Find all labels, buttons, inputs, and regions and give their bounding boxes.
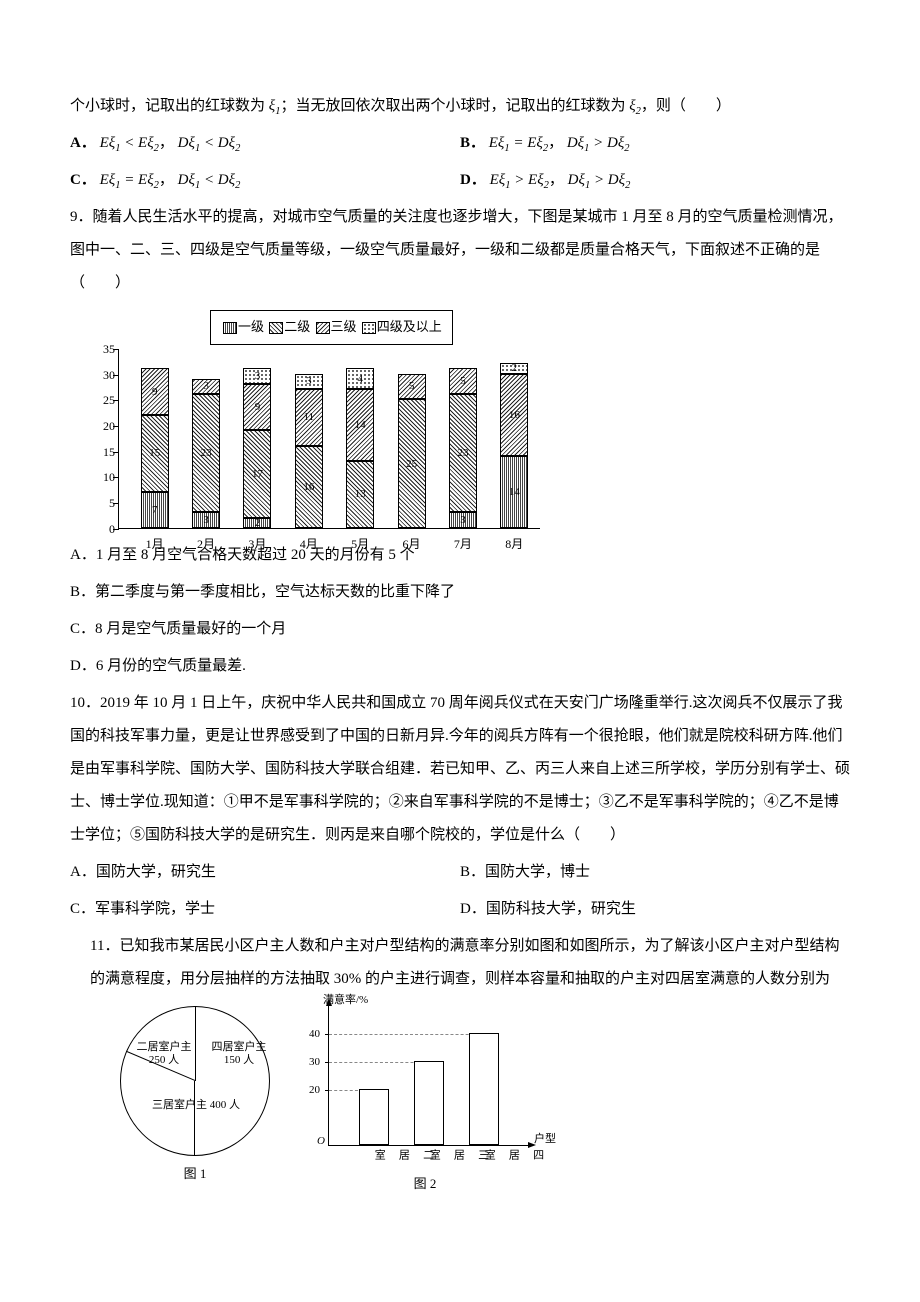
q11-stem: 11．已知我市某居民小区户主人数和户主对户型结构的满意率分别如图和如图所示，为了… [70,930,850,996]
q10-options-row1: A．国防大学，研究生 B．国防大学，博士 [70,856,850,889]
q10-options-row2: C．军事科学院，学士 D．国防科技大学，研究生 [70,893,850,926]
q9-opt-d[interactable]: D．6 月份的空气质量最差. [70,650,850,683]
q10-opt-b[interactable]: B．国防大学，博士 [460,856,850,889]
q9-stem: 9．随着人民生活水平的提高，对城市空气质量的关注度也逐步增大，下图是某城市 1 … [70,201,850,300]
q8-opt-d[interactable]: D． Eξ1 > Eξ2， Dξ1 > Dξ2 [460,164,850,197]
q8-opt-c[interactable]: C． Eξ1 = Eξ2， Dξ1 < Dξ2 [70,164,460,197]
q11-pie-caption: 图 1 [110,1160,280,1189]
q8-opt-b[interactable]: B． Eξ1 = Eξ2， Dξ1 > Dξ2 [460,127,850,160]
q11-bar-ylabel: 满意率/% [323,988,368,1012]
q11-bar-caption: 图 2 [310,1170,540,1199]
q8-stem: 个小球时，记取出的红球数为 ξ1；当无放回依次取出两个小球时，记取出的红球数为 … [70,90,850,123]
q10-opt-a[interactable]: A．国防大学，研究生 [70,856,460,889]
q8-opt-a[interactable]: A． Eξ1 < Eξ2， Dξ1 < Dξ2 [70,127,460,160]
q8-options-row1: A． Eξ1 < Eξ2， Dξ1 < Dξ2 B． Eξ1 = Eξ2， Dξ… [70,127,850,160]
q11-figures: 二居室户主 250 人四居室户主 150 人三居室户主 400 人 图 1 满意… [110,1006,850,1199]
q10-stem: 10．2019 年 10 月 1 日上午，庆祝中华人民共和国成立 70 周年阅兵… [70,687,850,852]
q9-legend: 一级 二级 三级 四级及以上 [210,310,453,345]
q11-bar-origin: O [317,1129,325,1153]
q11-bar: 满意率/% 户型 O 203040二居室三居室四居室 图 2 [310,1006,540,1199]
q10-opt-d[interactable]: D．国防科技大学，研究生 [460,893,850,926]
q10-opt-c[interactable]: C．军事科学院，学士 [70,893,460,926]
q11-pie: 二居室户主 250 人四居室户主 150 人三居室户主 400 人 图 1 [110,1006,280,1189]
q9-chart: 一级 二级 三级 四级及以上 0510152025303591571月32332… [90,310,550,529]
q8-options-row2: C． Eξ1 = Eξ2， Dξ1 < Dξ2 D． Eξ1 > Eξ2， Dξ… [70,164,850,197]
q9-opt-c[interactable]: C．8 月是空气质量最好的一个月 [70,613,850,646]
q11-bar-xlabel: 户型 [534,1127,556,1151]
q9-opt-b[interactable]: B．第二季度与第一季度相比，空气达标天数的比重下降了 [70,576,850,609]
